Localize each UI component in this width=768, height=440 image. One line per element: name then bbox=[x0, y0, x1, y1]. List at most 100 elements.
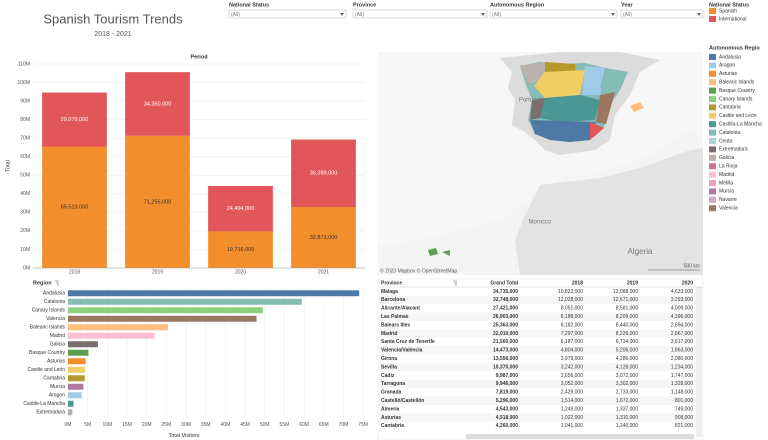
legend-swatch bbox=[709, 129, 716, 136]
table-row-band bbox=[378, 329, 696, 338]
legend-label: Aragon bbox=[719, 63, 735, 69]
table-cell: 10,822,000 bbox=[558, 289, 583, 295]
y-tick-label: 90M bbox=[20, 98, 30, 104]
legend-label: Spanish bbox=[719, 8, 737, 14]
legend-label: Galicia bbox=[719, 155, 735, 161]
dropdown-arrow bbox=[697, 13, 701, 16]
filter-dropdown[interactable] bbox=[620, 9, 704, 19]
x-tick-label: 30M bbox=[181, 422, 191, 428]
map-region bbox=[582, 66, 605, 95]
y-tick-label: Castile and León bbox=[27, 367, 65, 373]
table-cell: 1,240,000 bbox=[616, 423, 638, 429]
value-label: 34,350,000 bbox=[144, 101, 172, 107]
y-tick-label: Balearic Islands bbox=[30, 325, 66, 331]
table-cell: 6,187,000 bbox=[561, 339, 583, 345]
table-cell: Valencia/València bbox=[381, 348, 423, 354]
legend-swatch bbox=[709, 104, 716, 111]
legend-label: Cantabria bbox=[719, 105, 741, 111]
table-cell: 4,260,000 bbox=[496, 423, 518, 429]
filter-dropdown[interactable] bbox=[489, 9, 618, 19]
bar-segment bbox=[125, 72, 190, 136]
y-tick-label: Aragon bbox=[49, 393, 65, 399]
legend-swatch bbox=[709, 8, 716, 14]
bar-segment bbox=[42, 146, 107, 268]
y-tick-label: Valencia bbox=[46, 316, 65, 322]
sort-icon bbox=[453, 280, 457, 286]
map-label: Morocco bbox=[528, 220, 552, 226]
filter-dropdown[interactable] bbox=[352, 9, 488, 19]
table-cell: Santa Cruz de Tenerife bbox=[381, 339, 435, 345]
table-cell: 8,209,000 bbox=[616, 314, 638, 320]
table-cell: 8,581,000 bbox=[616, 306, 638, 312]
bar bbox=[68, 315, 257, 322]
table-scrollbar[interactable] bbox=[696, 287, 702, 437]
table-cell: 1,747,000 bbox=[671, 373, 693, 379]
filter-label: Autonomous Region bbox=[490, 2, 545, 8]
y-tick-label: Catalonia bbox=[44, 299, 65, 305]
table-header: Province bbox=[381, 280, 402, 286]
legend-label: Navarre bbox=[719, 197, 737, 203]
filter-value: (All) bbox=[355, 12, 364, 18]
legend-swatch bbox=[709, 62, 716, 69]
x-tick-label: 15M bbox=[122, 422, 132, 428]
y-tick-label: Galicia bbox=[50, 342, 66, 348]
x-tick-label: 10M bbox=[102, 422, 112, 428]
table-row-band bbox=[378, 295, 696, 305]
table-cell: 5,296,000 bbox=[496, 398, 518, 404]
legend-label: Murcia bbox=[719, 189, 734, 195]
table-cell: 2,694,000 bbox=[671, 322, 693, 328]
x-tick-label: 75M bbox=[358, 422, 368, 428]
table-cell: 4,286,000 bbox=[616, 356, 638, 362]
filter-label: Year bbox=[621, 2, 633, 8]
legend-swatch bbox=[709, 146, 716, 153]
legend-swatch bbox=[709, 54, 716, 60]
table-cell: 749,000 bbox=[675, 406, 693, 412]
table-cell: 2,867,000 bbox=[671, 331, 693, 337]
bar bbox=[68, 332, 155, 339]
bar bbox=[68, 409, 73, 416]
y-tick-label: 110M bbox=[18, 61, 30, 67]
table-cell: 25,363,000 bbox=[493, 322, 518, 328]
filter-dropdown[interactable] bbox=[228, 9, 347, 19]
y-tick-label: 60M bbox=[20, 154, 30, 160]
table-cell: 3,052,000 bbox=[561, 381, 583, 387]
legend-label: Asturias bbox=[719, 71, 738, 77]
table-cell: 1,514,000 bbox=[561, 398, 583, 404]
table-cell: 1,310,000 bbox=[616, 415, 638, 421]
map[interactable]: © 2023 Mapbox © OpenStreetMap 500 km Por… bbox=[378, 52, 703, 275]
sort-icon bbox=[55, 280, 59, 286]
x-tick-label: 35M bbox=[201, 422, 211, 428]
y-tick-label: Andalusia bbox=[43, 291, 65, 297]
table-cell: 4,518,000 bbox=[496, 415, 518, 421]
legend-label: Madrid bbox=[719, 172, 735, 178]
x-tick-label: 20M bbox=[142, 422, 152, 428]
table-hscrollbar[interactable] bbox=[466, 434, 694, 439]
table-cell: 2,733,000 bbox=[616, 390, 638, 396]
table-cell: 14,473,000 bbox=[493, 348, 518, 354]
legend-title: Autonomous Regio bbox=[709, 45, 760, 51]
map-region bbox=[590, 122, 604, 140]
table-cell: 7,297,000 bbox=[561, 331, 583, 337]
table-cell: 2,429,000 bbox=[561, 390, 583, 396]
bar bbox=[68, 392, 82, 399]
x-tick-label: 50M bbox=[260, 422, 270, 428]
y-tick-label: 70M bbox=[20, 136, 30, 142]
x-tick-label: 5M bbox=[84, 422, 91, 428]
table-cell: 1,249,000 bbox=[561, 406, 583, 412]
dropdown-arrow bbox=[481, 13, 485, 16]
bar-segment bbox=[208, 186, 273, 232]
map-region bbox=[540, 95, 600, 122]
table-cell: 12,028,000 bbox=[558, 297, 583, 303]
table-cell: Málaga bbox=[381, 289, 398, 295]
legend-label: La Rioja bbox=[719, 164, 738, 170]
map-region bbox=[534, 70, 585, 98]
table-cell: Balears Illes bbox=[381, 322, 410, 328]
legend-label: Basque Country bbox=[719, 88, 755, 94]
table-cell: 6,734,000 bbox=[616, 339, 638, 345]
table-cell: 1,672,000 bbox=[616, 398, 638, 404]
legend-swatch bbox=[709, 138, 716, 144]
y-tick-label: 80M bbox=[20, 117, 30, 123]
x-tick-label: 0M bbox=[65, 422, 72, 428]
value-label: 32,873,000 bbox=[310, 235, 338, 241]
table-cell: Alicante/Alacant bbox=[381, 306, 420, 312]
